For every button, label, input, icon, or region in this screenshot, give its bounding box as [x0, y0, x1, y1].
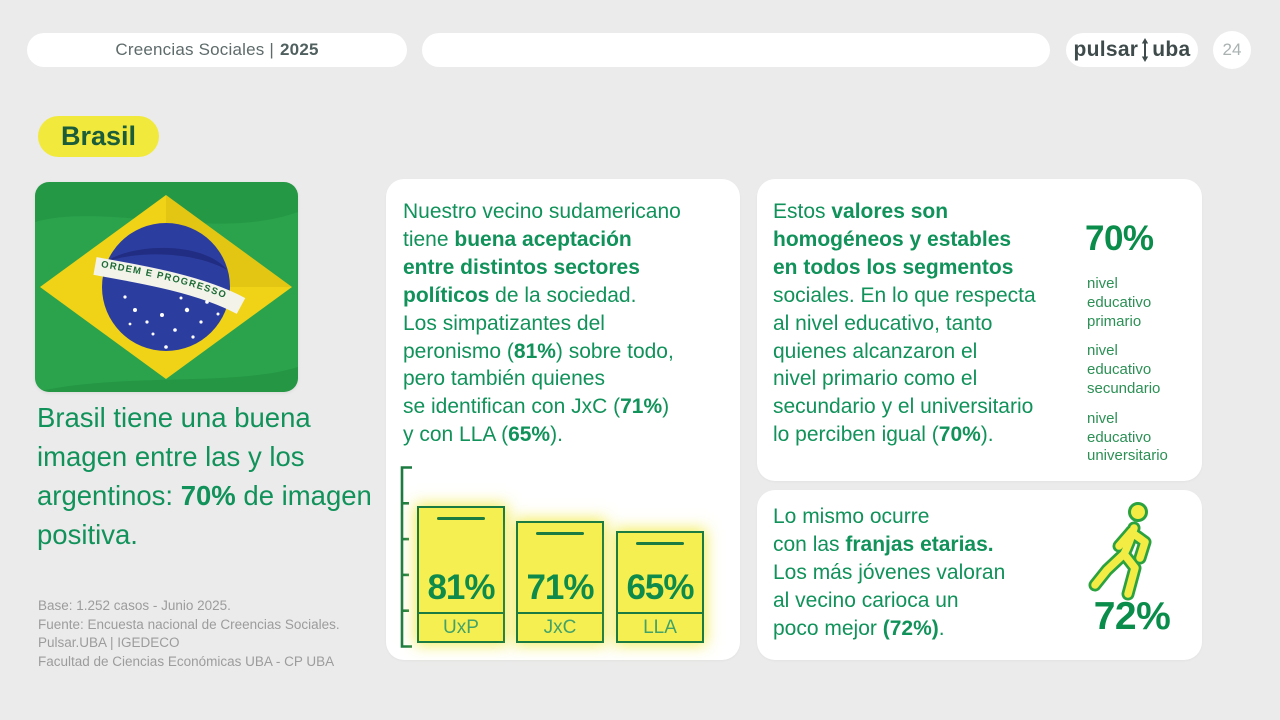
source-footnote: Base: 1.252 casos - Junio 2025. Fuente: … [38, 597, 340, 671]
bar-top-dash [536, 532, 584, 535]
legend-universitario: nivel educativo universitario [1087, 409, 1168, 465]
bar-lla: 65% LLA [616, 531, 704, 643]
headline-stat: 70% [180, 480, 236, 511]
bar-uxp-value: 81% [427, 568, 495, 607]
bar-jxc: 71% JxC [516, 521, 604, 643]
bar-lla-label: LLA [618, 612, 702, 641]
footnote-base: Base: 1.252 casos - Junio 2025. [38, 598, 231, 613]
slide-title-pill: Creencias Sociales | 2025 [27, 33, 407, 67]
page-number-badge: 24 [1213, 31, 1251, 69]
bar-chart-axis [398, 465, 416, 654]
bar-jxc-value: 71% [526, 568, 594, 607]
bar-top-dash [636, 542, 684, 545]
bar-lla-value: 65% [626, 568, 694, 607]
pulsar-uba-logo: pulsar uba [1066, 33, 1198, 67]
page-number: 24 [1222, 40, 1242, 59]
walking-person-icon [1082, 500, 1172, 602]
headline-text: Brasil tiene una buena imagen entre las … [37, 402, 311, 511]
bar-uxp-label: UxP [419, 612, 503, 641]
education-levels-legend: nivel educativo primario nivel educativo… [1087, 275, 1168, 477]
footnote-org: Pulsar.UBA | IGEDECO [38, 635, 180, 650]
key-finding-headline: Brasil tiene una buena imagen entre las … [37, 398, 372, 554]
legend-secundario: nivel educativo secundario [1087, 342, 1161, 397]
legend-primario: nivel educativo primario [1087, 275, 1152, 330]
brazil-flag-image: ORDEM E PROGRESSO [35, 182, 298, 392]
pulse-icon [1140, 38, 1150, 62]
country-tag: Brasil [38, 116, 160, 157]
education-paragraph: Estos valores son homogéneos y estables … [773, 200, 1036, 447]
bar-jxc-label: JxC [518, 612, 602, 641]
bar-top-dash [437, 517, 485, 520]
bar-uxp: 81% UxP [417, 506, 505, 643]
headline-text-end: de imagen positiva. [37, 480, 372, 550]
footnote-source: Fuente: Encuesta nacional de Creencias S… [38, 616, 340, 632]
education-segments-card: Estos valores son homogéneos y estables … [757, 179, 1202, 481]
education-stat-value: 70% [1085, 219, 1154, 258]
age-groups-paragraph: Lo mismo ocurre con las franjas etarias.… [773, 505, 1006, 640]
logo-text-pulsar: pulsar [1073, 38, 1139, 61]
slide-title: Creencias Sociales | [115, 40, 275, 59]
header-spacer-pill [422, 33, 1050, 67]
slide-title-year: 2025 [280, 40, 319, 59]
logo-text-uba: uba [1152, 38, 1191, 61]
footnote-faculty: Facultad de Ciencias Económicas UBA - CP… [38, 653, 335, 669]
country-tag-label: Brasil [61, 121, 137, 151]
age-stat-value: 72% [1093, 595, 1171, 638]
political-sectors-card: Nuestro vecino sudamericano tiene buena … [386, 179, 740, 660]
political-sectors-paragraph: Nuestro vecino sudamericano tiene buena … [403, 200, 681, 447]
